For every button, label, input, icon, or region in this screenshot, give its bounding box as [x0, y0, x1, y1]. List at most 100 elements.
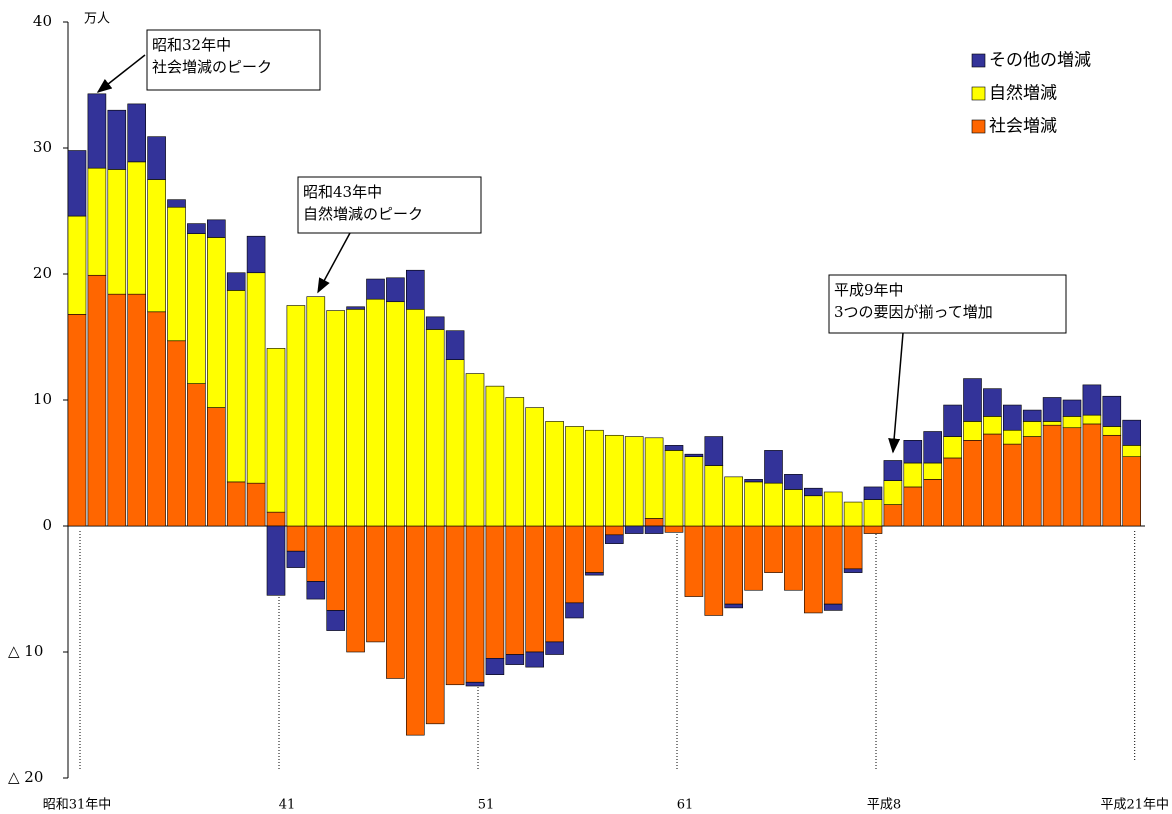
- bar: [525, 407, 545, 527]
- bar: [545, 525, 564, 643]
- bar: [803, 487, 823, 497]
- legend-swatch: [971, 119, 986, 134]
- bar: [1022, 421, 1042, 437]
- legend-swatch: [971, 86, 986, 101]
- bar: [1042, 424, 1062, 527]
- bar: [127, 103, 146, 163]
- bar: [386, 301, 405, 527]
- annotation-arrow: [888, 332, 904, 454]
- y-tick-label: 10: [33, 390, 52, 408]
- bar: [207, 407, 226, 527]
- bar: [585, 429, 604, 527]
- bar: [167, 199, 186, 208]
- bar: [366, 298, 385, 527]
- bar: [664, 525, 684, 533]
- bar: [107, 169, 127, 295]
- bar: [565, 602, 584, 619]
- bar: [525, 651, 545, 668]
- bar: [1062, 399, 1082, 417]
- bar: [604, 534, 624, 544]
- x-tick-label: 昭和31年中: [43, 798, 112, 813]
- bar: [943, 436, 962, 459]
- bar: [624, 525, 644, 534]
- bar: [207, 219, 226, 238]
- bar: [764, 482, 783, 527]
- bar: [724, 476, 744, 527]
- bar: [823, 525, 843, 605]
- bar: [923, 462, 943, 480]
- bar: [1122, 456, 1141, 527]
- bar: [306, 525, 326, 582]
- bar: [147, 179, 166, 313]
- annotation-text: 昭和43年中: [303, 183, 382, 201]
- bar: [246, 272, 266, 484]
- bar: [226, 481, 246, 527]
- bar: [187, 383, 206, 527]
- bar: [803, 495, 823, 527]
- bar: [1102, 395, 1122, 427]
- y-tick-label: △ 10: [8, 642, 43, 660]
- bar: [823, 603, 843, 611]
- bar: [147, 311, 166, 527]
- x-tick-label: 平成8: [867, 798, 901, 813]
- bar: [903, 486, 923, 527]
- bar: [744, 525, 763, 591]
- annotation-text: 3つの要因が揃って増加: [834, 303, 993, 321]
- bar: [684, 456, 704, 527]
- bar: [326, 610, 346, 631]
- bar: [1002, 429, 1022, 445]
- bar: [425, 329, 445, 527]
- annotation-arrow: [96, 54, 146, 93]
- bar: [1062, 416, 1082, 429]
- bar: [286, 550, 306, 568]
- bar: [386, 525, 405, 679]
- bar: [1022, 409, 1042, 422]
- bar: [863, 486, 883, 500]
- bar: [425, 525, 445, 725]
- x-tick-label: 41: [279, 798, 296, 813]
- bar: [286, 305, 306, 527]
- bar: [803, 525, 823, 614]
- bar: [784, 474, 803, 490]
- y-unit: 万人: [84, 12, 110, 27]
- bar: [624, 436, 644, 527]
- bar: [565, 426, 584, 527]
- bar: [1042, 397, 1062, 422]
- bar: [326, 525, 346, 611]
- bar: [366, 278, 385, 300]
- bar: [1042, 421, 1062, 426]
- bar: [67, 215, 87, 315]
- bar: [644, 525, 664, 534]
- annotation-text: 社会増減のピーク: [152, 58, 272, 76]
- bar: [963, 378, 982, 422]
- bar: [187, 233, 206, 384]
- bar: [843, 501, 863, 527]
- bar: [724, 603, 744, 609]
- bar: [226, 272, 246, 291]
- bar: [883, 460, 903, 481]
- bar: [1122, 419, 1141, 446]
- bar: [425, 316, 445, 330]
- bar: [604, 434, 624, 527]
- bar: [87, 167, 107, 276]
- bar: [664, 445, 684, 451]
- annotation-arrow: [317, 232, 351, 294]
- bar: [704, 465, 724, 527]
- bar: [505, 525, 525, 655]
- bar: [545, 641, 564, 655]
- bar: [485, 525, 505, 659]
- bar: [664, 450, 684, 527]
- annotation-box: [297, 176, 482, 234]
- bar: [943, 457, 962, 527]
- bar: [167, 340, 186, 527]
- bar: [107, 293, 127, 527]
- bar: [87, 93, 107, 169]
- bar: [1022, 436, 1042, 527]
- bar: [266, 348, 286, 513]
- bar: [1082, 384, 1102, 416]
- bar: [1082, 414, 1102, 425]
- bar: [266, 511, 286, 527]
- legend-label: 自然増減: [989, 84, 1057, 104]
- bar: [903, 462, 923, 488]
